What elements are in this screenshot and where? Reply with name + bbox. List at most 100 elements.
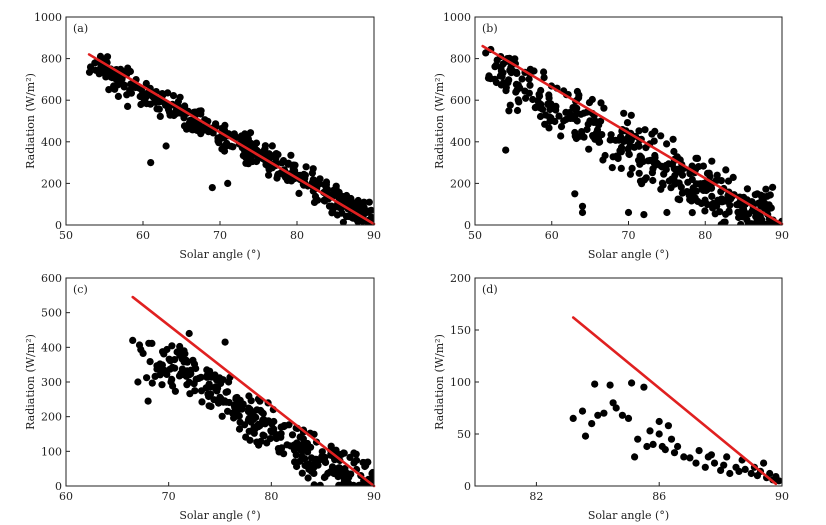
data-point — [733, 201, 741, 209]
data-point — [695, 447, 703, 455]
x-tick-label: 70 — [622, 229, 636, 242]
data-point — [600, 104, 608, 112]
data-point — [628, 379, 636, 387]
data-point — [641, 176, 649, 184]
scatter-points — [569, 379, 782, 485]
data-point — [310, 481, 318, 486]
x-tick-label: 90 — [775, 490, 789, 503]
data-point — [333, 211, 341, 219]
data-point — [335, 481, 343, 486]
x-tick-label: 60 — [59, 490, 73, 503]
data-point — [283, 441, 291, 449]
fit-line — [571, 316, 778, 486]
data-point — [224, 179, 232, 187]
data-point — [557, 132, 565, 140]
data-point — [741, 465, 749, 473]
data-point — [129, 336, 137, 344]
data-point — [624, 145, 632, 153]
data-point — [612, 404, 620, 412]
data-point — [176, 351, 184, 359]
x-tick-label: 60 — [545, 229, 559, 242]
data-point — [762, 185, 770, 193]
data-point — [642, 144, 650, 152]
data-point — [221, 338, 229, 346]
data-point — [252, 413, 260, 421]
data-point — [635, 169, 643, 177]
data-point — [155, 105, 163, 113]
data-point — [214, 399, 223, 407]
data-point — [298, 469, 306, 477]
x-tick-label: 70 — [213, 229, 227, 242]
data-point — [314, 180, 322, 188]
data-point — [747, 469, 755, 478]
data-point — [137, 346, 145, 354]
fit-line — [131, 295, 376, 488]
data-point — [506, 101, 514, 109]
data-point — [153, 362, 161, 370]
data-point — [225, 378, 233, 386]
y-axis-label: Radiation (W/m²) — [24, 334, 37, 430]
data-point — [703, 185, 711, 194]
data-point — [192, 364, 200, 373]
x-tick-label: 86 — [652, 490, 666, 503]
data-point — [230, 401, 238, 409]
data-point — [214, 384, 222, 392]
scatter-points — [85, 52, 374, 225]
x-tick-label: 80 — [264, 490, 278, 503]
data-point — [351, 199, 360, 207]
data-point — [674, 195, 682, 203]
data-point — [668, 160, 677, 169]
data-point — [301, 171, 309, 179]
data-point — [328, 463, 337, 471]
data-point — [526, 65, 535, 73]
data-point — [169, 92, 178, 100]
data-point — [673, 153, 681, 161]
data-point — [743, 185, 752, 193]
data-point — [152, 95, 161, 103]
data-point — [513, 86, 521, 94]
data-point — [208, 184, 216, 192]
data-point — [625, 150, 633, 159]
data-point — [221, 397, 229, 405]
data-point — [344, 472, 352, 480]
data-point — [231, 408, 239, 416]
data-point — [618, 411, 627, 419]
data-point — [342, 481, 350, 486]
data-point — [623, 119, 632, 127]
data-point — [693, 154, 702, 162]
y-tick-label: 500 — [41, 307, 62, 320]
data-point — [744, 219, 752, 225]
data-point — [588, 420, 596, 428]
data-point — [497, 67, 505, 75]
data-point — [211, 371, 219, 379]
data-point — [165, 355, 173, 363]
panel-label: (d) — [482, 283, 498, 296]
data-point — [264, 417, 273, 425]
data-point — [143, 374, 151, 382]
data-point — [545, 124, 553, 132]
data-point — [710, 459, 719, 467]
data-point — [352, 215, 360, 223]
data-point — [766, 191, 774, 199]
data-point — [601, 151, 609, 160]
panel-c: 60 70 80 90 0 100 200 300 400 500 600 (c) Solar angl… — [24, 272, 381, 522]
data-point — [716, 208, 724, 216]
data-point — [766, 469, 774, 478]
y-tick-label: 600 — [41, 94, 62, 107]
data-point — [620, 109, 628, 117]
x-axis-label: Solar angle (°) — [588, 248, 669, 261]
data-point — [578, 202, 587, 210]
data-point — [180, 347, 188, 355]
data-point — [624, 208, 633, 217]
data-point — [616, 147, 624, 155]
data-point — [515, 98, 523, 106]
data-point — [512, 80, 521, 88]
data-point — [295, 189, 303, 197]
y-axis-label: Radiation (W/m²) — [24, 73, 37, 169]
data-point — [667, 435, 676, 443]
data-point — [97, 63, 105, 71]
data-point — [609, 399, 617, 407]
data-point — [670, 449, 679, 457]
data-point — [511, 55, 519, 63]
